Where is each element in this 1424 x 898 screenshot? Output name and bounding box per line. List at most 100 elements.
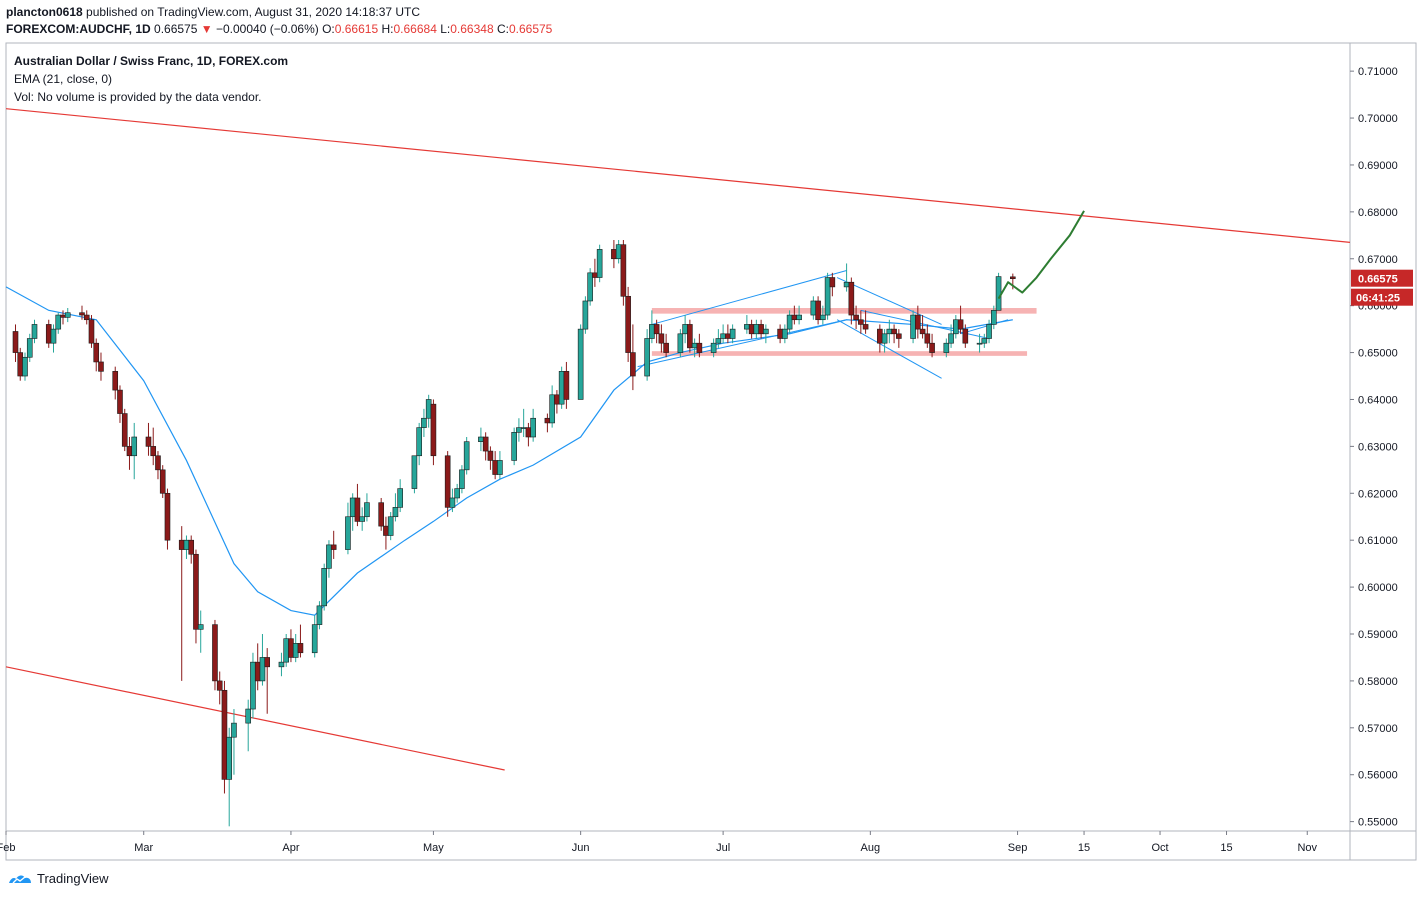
candle-body [121,413,128,447]
bearish-candle [829,272,836,297]
legend-ema[interactable]: EMA (21, close, 0) [14,72,113,86]
candle-body [544,417,551,424]
bearish-candle [159,465,166,498]
bearish-candle [12,324,19,362]
candle-body [364,502,370,518]
candle-body [212,624,218,682]
bearish-candle [121,408,128,452]
bullish-candle [511,427,517,466]
candle-body [26,338,33,358]
countdown-tag [1351,288,1413,306]
bullish-candle [943,338,950,358]
bullish-candle [582,296,589,334]
lower-trend-line [5,666,505,771]
candle-body [283,638,289,663]
candle-body [720,333,726,339]
bearish-candle [383,516,389,550]
price-tick-label: 0.63000 [1358,441,1398,453]
candle-body [411,455,418,489]
candle-body [815,300,821,321]
bullish-candle [22,352,28,381]
bearish-candle [354,483,361,527]
price-tick-label: 0.59000 [1358,629,1398,641]
bullish-candle [710,338,717,358]
candle-body [563,371,570,400]
bullish-candle [796,305,802,325]
candle-body [663,342,669,353]
bullish-candle [976,333,983,353]
close-label: C: [496,22,509,36]
candle-body [957,319,964,330]
bullish-candle [820,305,826,325]
bearish-candle [178,526,185,681]
time-tick-label: Mar [134,842,153,854]
bullish-candle [283,634,289,667]
bearish-candle [164,488,171,550]
bearish-candle [891,324,897,344]
bullish-candle [278,652,285,677]
bullish-candle [364,493,370,522]
candle-body [278,661,285,668]
bullish-candle [682,315,688,344]
bearish-candle [79,305,85,320]
candle-body [853,314,859,321]
bearish-candle [592,258,598,287]
candle-body [463,441,470,471]
bearish-candle [45,319,52,348]
candle-body [919,328,926,335]
bullish-candle [421,408,427,437]
tradingview-logo-icon [9,874,31,883]
bullish-candle [981,333,988,348]
bullish-candle [986,319,992,344]
brand-label: TradingView [37,871,109,886]
bearish-candle [430,399,437,466]
candle-body [31,324,38,339]
candle-body [858,319,864,325]
candle-body [178,539,185,550]
bearish-candle [929,333,935,358]
candle-body [449,497,456,508]
plot-area [5,108,1351,827]
time-tick-label: Jul [716,842,730,854]
bullish-candle [763,324,769,344]
bearish-candle [848,277,855,325]
time-tick-label: 15 [1078,842,1090,854]
candle-body [292,643,299,658]
candle-body [615,244,622,260]
candle-body [549,394,555,424]
candle-body [976,342,983,345]
bullish-candle [311,615,318,658]
bearish-candle [962,324,969,348]
bullish-candle [425,394,432,428]
bullish-candle [245,699,252,752]
bullish-candle [677,329,684,358]
bullish-candle [231,709,237,775]
price-tick-label: 0.70000 [1358,113,1398,125]
candle-body [231,722,237,738]
candle-body [392,507,399,518]
bullish-candle [549,385,555,428]
candle-body [511,432,517,461]
tradingview-brand[interactable]: TradingView [8,871,109,886]
candle-body [582,300,589,330]
candle-body [649,324,655,339]
candle-body [910,314,916,339]
candle-body [753,324,760,335]
candle-body [682,324,688,335]
publisher-name[interactable]: plancton0618 [6,5,83,19]
legend-vol[interactable]: Vol: No volume is provided by the data v… [14,90,262,104]
candle-body [630,352,636,377]
bullish-candle [644,329,650,381]
bearish-candle [620,240,627,306]
candle-body [829,277,836,288]
candle-body [316,605,323,625]
wedge-upper-line [836,277,942,325]
candle-body [288,638,294,658]
candle-body [492,460,498,475]
last-price-label: 0.66575 [1358,274,1398,286]
candle-body [482,436,489,452]
bearish-candle [193,549,199,644]
time-tick-label: Oct [1151,842,1168,854]
bearish-candle [748,319,755,339]
